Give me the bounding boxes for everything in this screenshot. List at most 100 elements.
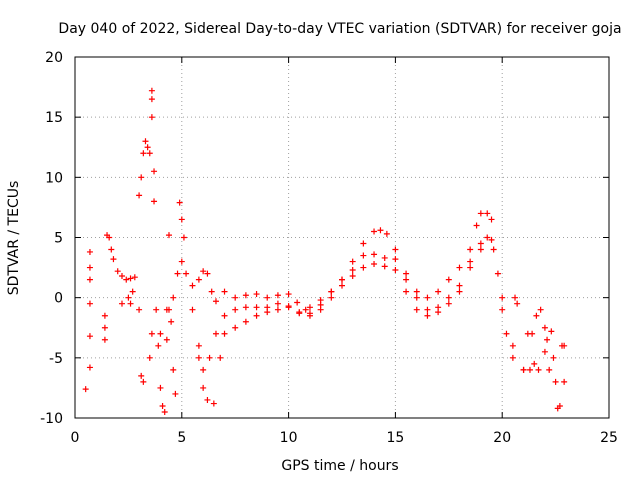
data-point (339, 282, 345, 289)
data-point (165, 306, 172, 313)
data-point (494, 270, 501, 277)
data-point (138, 174, 145, 181)
data-point (253, 312, 260, 319)
data-point (125, 294, 132, 301)
data-point (148, 330, 155, 337)
data-point (200, 268, 207, 275)
data-point (274, 292, 281, 299)
data-point (148, 87, 155, 94)
tick-labels: 0 5 10 15 20 25 -10 -5 0 5 10 15 20 (40, 50, 618, 446)
data-point (189, 282, 196, 289)
x-tick-label: 15 (386, 430, 404, 446)
data-point (221, 288, 228, 295)
data-point (206, 354, 213, 361)
data-point (445, 294, 452, 301)
data-point (142, 138, 149, 145)
data-point (467, 264, 474, 271)
data-point (477, 246, 484, 253)
axis-ticks (74, 56, 610, 419)
data-point (151, 198, 158, 205)
data-point (168, 318, 175, 325)
data-point (174, 270, 181, 277)
data-point (383, 230, 390, 237)
data-point (424, 306, 431, 313)
data-point (159, 402, 166, 409)
y-tick-label: -5 (49, 351, 63, 367)
data-point (377, 227, 384, 234)
data-point (86, 333, 93, 340)
data-point (200, 366, 207, 373)
data-point (114, 268, 121, 275)
data-point (200, 384, 207, 391)
data-point (86, 264, 93, 271)
data-point (148, 114, 155, 121)
data-point (232, 294, 239, 301)
data-point (264, 294, 271, 301)
data-point (86, 300, 93, 307)
data-point (180, 234, 187, 241)
data-point (86, 248, 93, 255)
data-point (537, 306, 544, 313)
data-point (424, 312, 431, 319)
data-point (556, 402, 563, 409)
data-point (204, 396, 211, 403)
data-point (392, 246, 399, 253)
y-tick-label: 0 (54, 291, 63, 307)
data-point (349, 258, 356, 265)
data-point (144, 144, 151, 151)
data-point (552, 378, 559, 385)
data-point (526, 366, 533, 373)
data-point (165, 232, 172, 239)
data-point (512, 294, 519, 301)
data-point (82, 386, 89, 393)
data-point (118, 273, 125, 280)
y-axis-label: SDTVAR / TECUs (6, 181, 22, 296)
data-point (253, 304, 260, 311)
data-point (110, 256, 117, 263)
data-point (499, 294, 506, 301)
data-point (531, 360, 538, 367)
data-point (127, 300, 134, 307)
data-point (146, 150, 153, 157)
data-point (509, 354, 516, 361)
data-point (544, 336, 551, 343)
data-point (445, 300, 452, 307)
data-point (456, 264, 463, 271)
data-point (392, 266, 399, 273)
data-point (242, 318, 249, 325)
data-point (108, 246, 115, 253)
data-point (242, 304, 249, 311)
data-point (195, 354, 202, 361)
x-tick-label: 10 (280, 430, 298, 446)
data-point (456, 282, 463, 289)
data-point (204, 270, 211, 277)
data-point (477, 240, 484, 247)
data-point (403, 276, 410, 283)
data-point (392, 256, 399, 263)
data-point (484, 234, 491, 241)
data-point (381, 263, 388, 270)
data-point (221, 330, 228, 337)
data-point (488, 216, 495, 223)
data-point (170, 366, 177, 373)
data-point (285, 291, 292, 298)
x-tick-label: 20 (493, 430, 511, 446)
data-point (294, 299, 301, 306)
data-point (151, 168, 158, 175)
gridlines (75, 57, 609, 418)
data-point (509, 342, 516, 349)
data-point (217, 354, 224, 361)
data-point (129, 288, 136, 295)
data-point (403, 288, 410, 295)
data-point (157, 330, 164, 337)
data-point (413, 294, 420, 301)
data-point (302, 306, 309, 313)
y-tick-label: 20 (45, 50, 63, 66)
data-point (533, 312, 540, 319)
chart-title: Day 040 of 2022, Sidereal Day-to-day VTE… (58, 21, 621, 37)
data-point (274, 300, 281, 307)
data-point (413, 288, 420, 295)
data-point (306, 304, 313, 311)
data-point (467, 246, 474, 253)
